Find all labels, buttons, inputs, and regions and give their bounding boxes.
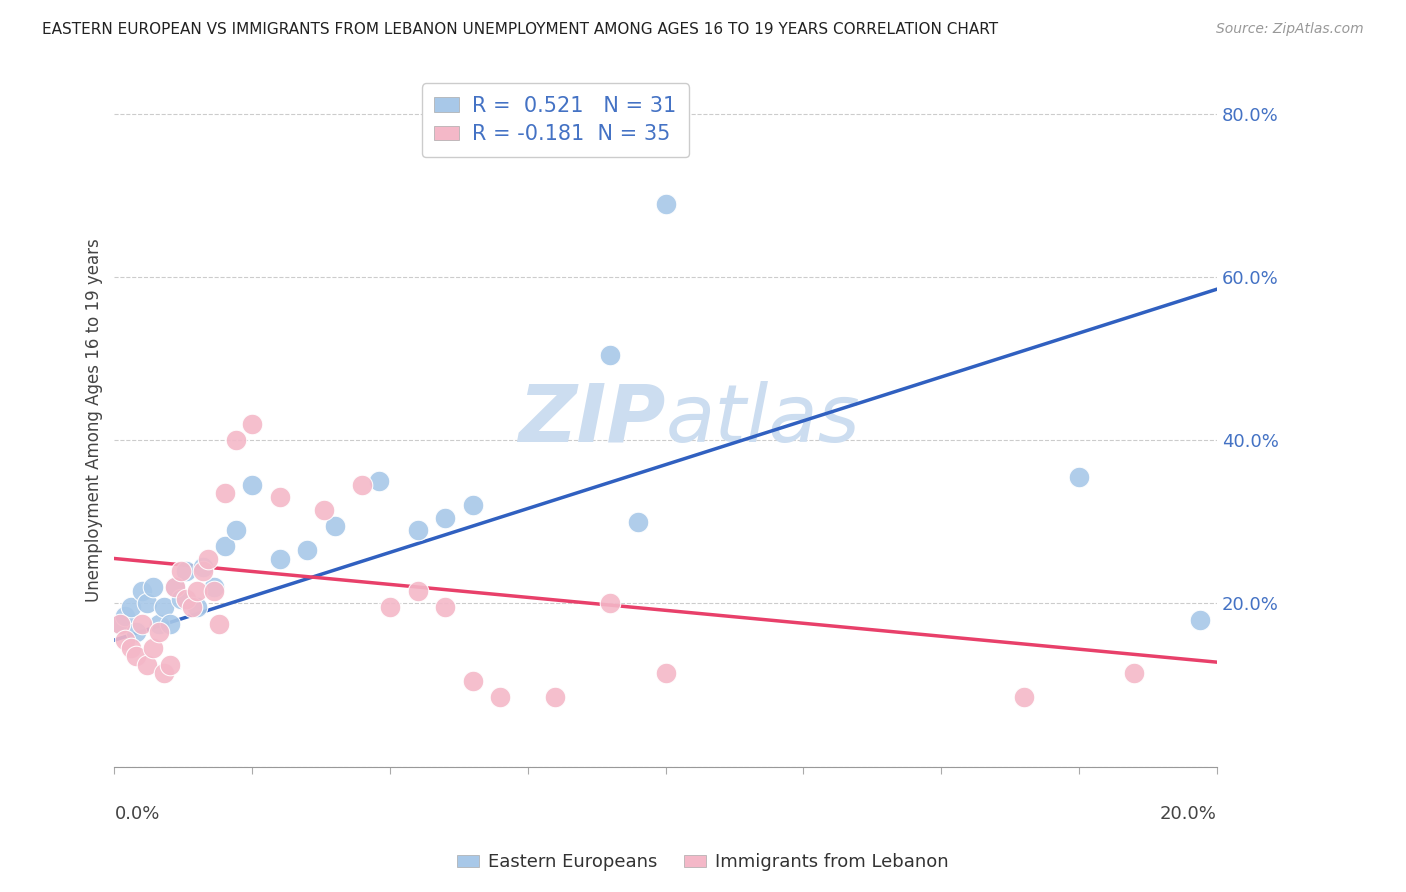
Point bbox=[202, 584, 225, 599]
Point bbox=[148, 624, 170, 639]
Text: Source: ZipAtlas.com: Source: ZipAtlas.com bbox=[1216, 22, 1364, 37]
Point bbox=[108, 616, 131, 631]
Point bbox=[489, 690, 512, 705]
Point bbox=[191, 559, 214, 574]
Text: 0.0%: 0.0% bbox=[114, 805, 160, 823]
Point bbox=[627, 515, 650, 529]
Point bbox=[1123, 665, 1146, 680]
Point bbox=[125, 624, 148, 639]
Point bbox=[378, 600, 401, 615]
Point bbox=[186, 584, 208, 599]
Point bbox=[159, 616, 181, 631]
Point bbox=[599, 596, 621, 610]
Point bbox=[169, 564, 191, 578]
Point bbox=[191, 564, 214, 578]
Point bbox=[153, 665, 176, 680]
Point bbox=[544, 690, 567, 705]
Point bbox=[269, 551, 291, 566]
Point bbox=[240, 417, 263, 431]
Point bbox=[114, 608, 136, 623]
Point bbox=[131, 584, 153, 599]
Point bbox=[148, 616, 170, 631]
Point bbox=[406, 584, 429, 599]
Point bbox=[208, 616, 231, 631]
Point bbox=[654, 665, 676, 680]
Point bbox=[163, 580, 186, 594]
Point bbox=[120, 641, 142, 656]
Point bbox=[125, 649, 148, 664]
Point bbox=[1012, 690, 1035, 705]
Point bbox=[269, 491, 291, 505]
Point bbox=[169, 592, 191, 607]
Point bbox=[163, 580, 186, 594]
Point bbox=[153, 600, 176, 615]
Point bbox=[131, 616, 153, 631]
Point bbox=[159, 657, 181, 672]
Point bbox=[297, 543, 319, 558]
Point bbox=[142, 580, 165, 594]
Point bbox=[352, 478, 374, 492]
Point bbox=[368, 474, 391, 488]
Point bbox=[120, 600, 142, 615]
Point bbox=[434, 600, 457, 615]
Point bbox=[1189, 613, 1212, 627]
Y-axis label: Unemployment Among Ages 16 to 19 years: Unemployment Among Ages 16 to 19 years bbox=[86, 238, 103, 602]
Point bbox=[197, 551, 219, 566]
Point bbox=[406, 523, 429, 537]
Point bbox=[434, 510, 457, 524]
Point bbox=[186, 600, 208, 615]
Point bbox=[214, 539, 236, 553]
Point bbox=[225, 433, 247, 447]
Point bbox=[202, 580, 225, 594]
Point bbox=[180, 600, 202, 615]
Point bbox=[114, 633, 136, 648]
Point bbox=[174, 564, 197, 578]
Point bbox=[136, 657, 159, 672]
Text: atlas: atlas bbox=[665, 381, 860, 458]
Point bbox=[174, 592, 197, 607]
Point bbox=[136, 596, 159, 610]
Text: 20.0%: 20.0% bbox=[1160, 805, 1216, 823]
Text: ZIP: ZIP bbox=[519, 381, 665, 458]
Text: EASTERN EUROPEAN VS IMMIGRANTS FROM LEBANON UNEMPLOYMENT AMONG AGES 16 TO 19 YEA: EASTERN EUROPEAN VS IMMIGRANTS FROM LEBA… bbox=[42, 22, 998, 37]
Point bbox=[654, 196, 676, 211]
Point bbox=[108, 616, 131, 631]
Point bbox=[599, 347, 621, 361]
Point bbox=[323, 519, 346, 533]
Legend: Eastern Europeans, Immigrants from Lebanon: Eastern Europeans, Immigrants from Leban… bbox=[450, 847, 956, 879]
Point bbox=[312, 502, 335, 516]
Point bbox=[461, 673, 484, 688]
Legend: R =  0.521   N = 31, R = -0.181  N = 35: R = 0.521 N = 31, R = -0.181 N = 35 bbox=[422, 83, 689, 157]
Point bbox=[1067, 470, 1090, 484]
Point bbox=[240, 478, 263, 492]
Point bbox=[142, 641, 165, 656]
Point bbox=[214, 486, 236, 500]
Point bbox=[225, 523, 247, 537]
Point bbox=[461, 499, 484, 513]
